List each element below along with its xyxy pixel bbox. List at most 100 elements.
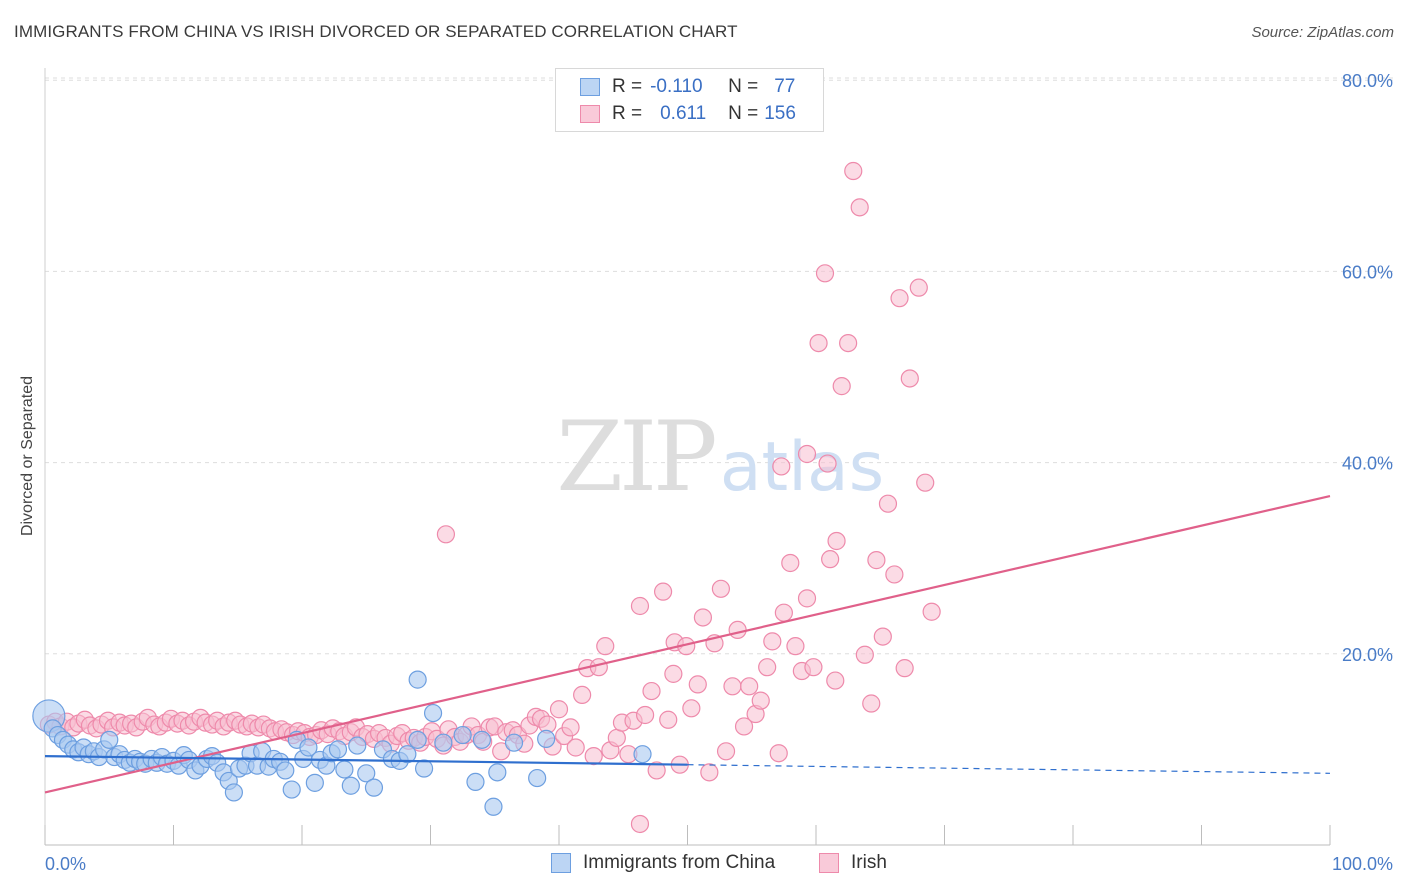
china-point bbox=[224, 783, 243, 802]
legend-row-irish: R = 0.611 N = 156 bbox=[556, 101, 796, 127]
china-point bbox=[414, 759, 434, 778]
irish-point bbox=[922, 602, 941, 621]
china-point bbox=[423, 703, 443, 723]
axes bbox=[44, 68, 1331, 846]
irish-point bbox=[815, 264, 835, 283]
y-tick-label: 80.0% bbox=[1342, 71, 1393, 91]
china-legend-label: Immigrants from China bbox=[583, 852, 776, 873]
china-point bbox=[488, 763, 507, 782]
irish-point bbox=[716, 742, 736, 761]
legend-r-label: R = bbox=[612, 76, 643, 97]
legend-r-value: -0.110 bbox=[650, 76, 703, 97]
china-point bbox=[305, 773, 324, 792]
china-point bbox=[434, 733, 453, 752]
irish-point bbox=[769, 744, 788, 763]
china-point bbox=[100, 730, 119, 749]
legend-item-china[interactable]: Immigrants from China bbox=[551, 852, 775, 874]
china-point bbox=[633, 745, 652, 764]
chart-title: IMMIGRANTS FROM CHINA VS IRISH DIVORCED … bbox=[14, 22, 738, 41]
irish-point bbox=[573, 685, 592, 705]
irish-point bbox=[723, 677, 742, 696]
legend-n-label: N = bbox=[728, 76, 759, 97]
grid-lines bbox=[45, 77, 1395, 655]
irish-point bbox=[682, 699, 701, 718]
series-legend: Immigrants from China Irish bbox=[0, 852, 1406, 878]
irish-point bbox=[804, 658, 823, 677]
y-tick-label: 40.0% bbox=[1342, 454, 1393, 474]
legend-n-label: N = bbox=[728, 103, 759, 124]
irish-point bbox=[895, 659, 914, 678]
irish-point bbox=[772, 457, 791, 476]
irish-point bbox=[630, 596, 650, 616]
irish-point bbox=[647, 761, 666, 780]
irish-trend-line bbox=[44, 494, 1331, 794]
irish-legend-swatch bbox=[819, 853, 839, 873]
china-point bbox=[348, 736, 367, 755]
legend-row-china: R = -0.110 N = 77 bbox=[556, 74, 795, 100]
y-tick-label: 60.0% bbox=[1342, 262, 1393, 282]
irish-point bbox=[832, 377, 851, 396]
irish-swatch bbox=[580, 105, 600, 123]
legend-r-value: 0.611 bbox=[660, 103, 707, 124]
irish-point bbox=[826, 671, 845, 690]
irish-point bbox=[758, 658, 777, 677]
irish-point bbox=[635, 705, 655, 725]
china-point bbox=[408, 670, 427, 689]
china-point bbox=[328, 740, 348, 759]
irish-point bbox=[909, 278, 928, 297]
irish-point bbox=[900, 369, 919, 388]
irish-point bbox=[630, 814, 650, 834]
legend-n-value: 156 bbox=[764, 103, 796, 124]
irish-point bbox=[809, 334, 828, 353]
irish-point bbox=[561, 718, 580, 737]
y-tick-label: 20.0% bbox=[1342, 645, 1393, 665]
irish-point bbox=[827, 531, 846, 551]
irish-point bbox=[839, 334, 858, 353]
source-label: Source: ZipAtlas.com bbox=[1251, 24, 1394, 41]
china-point bbox=[528, 768, 547, 788]
irish-point bbox=[688, 675, 707, 694]
irish-point bbox=[693, 608, 713, 627]
irish-point bbox=[797, 589, 817, 608]
irish-point bbox=[862, 694, 881, 713]
china-trend-line bbox=[44, 754, 688, 766]
irish-point bbox=[751, 691, 770, 710]
irish-point bbox=[734, 717, 754, 736]
china-point bbox=[282, 780, 301, 799]
watermark: ZIP atlas bbox=[556, 401, 884, 513]
irish-point bbox=[653, 582, 673, 601]
china-point bbox=[484, 797, 503, 816]
irish-point bbox=[728, 620, 747, 640]
china-point bbox=[341, 776, 360, 795]
irish-point bbox=[584, 746, 603, 766]
x-tick-label: 100.0% bbox=[1332, 854, 1393, 874]
china-point bbox=[276, 761, 295, 780]
irish-point bbox=[763, 632, 782, 651]
irish-point bbox=[566, 738, 585, 757]
irish-point bbox=[607, 728, 626, 748]
china-point bbox=[504, 733, 524, 752]
irish-point bbox=[774, 603, 793, 622]
irish-point bbox=[642, 681, 661, 701]
china-swatch bbox=[580, 78, 600, 96]
irish-point bbox=[664, 664, 683, 683]
irish-point bbox=[844, 161, 863, 181]
irish-point bbox=[867, 551, 886, 570]
irish-legend-label: Irish bbox=[851, 852, 887, 873]
china-point bbox=[357, 764, 376, 783]
irish-point bbox=[885, 565, 904, 584]
legend-n-value: 77 bbox=[774, 76, 796, 97]
china-legend-swatch bbox=[551, 853, 571, 873]
irish-point bbox=[711, 579, 731, 598]
legend-item-irish[interactable]: Irish bbox=[819, 852, 887, 874]
legend-r-label: R = bbox=[612, 103, 643, 124]
china-point bbox=[472, 730, 491, 749]
watermark-atlas: atlas bbox=[720, 428, 884, 507]
irish-point bbox=[821, 550, 840, 569]
irish-point bbox=[659, 710, 678, 729]
irish-point bbox=[850, 198, 869, 217]
irish-point bbox=[596, 637, 615, 656]
irish-point bbox=[855, 645, 874, 664]
china-point bbox=[364, 778, 384, 797]
china-point bbox=[335, 760, 354, 779]
